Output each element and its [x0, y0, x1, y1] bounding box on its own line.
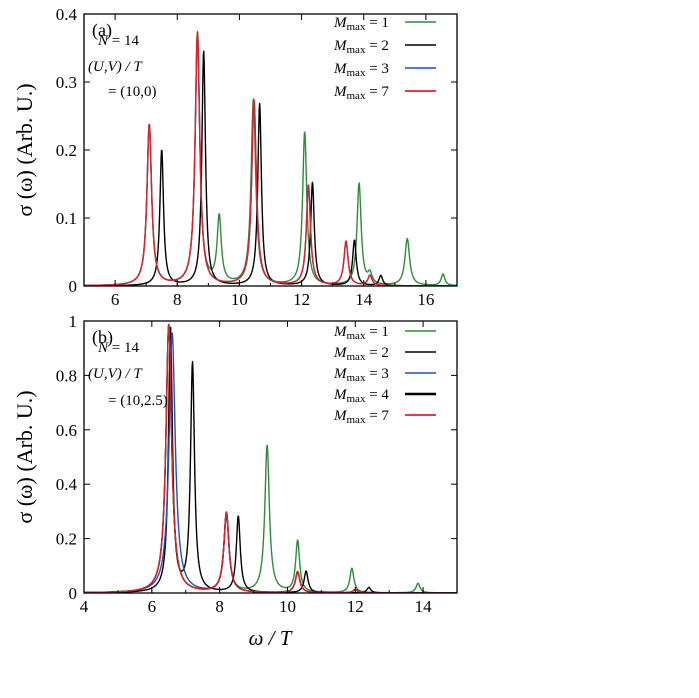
y-tick-label: 0 [69, 277, 78, 296]
x-tick-label: 10 [279, 597, 296, 616]
y-tick-label: 0.2 [56, 141, 77, 160]
series-line-mmax-7 [84, 323, 457, 593]
annotation-params: (U,V) / T [88, 366, 143, 382]
legend-label: Mmax = 3 [333, 366, 389, 384]
legend-label: Mmax = 2 [333, 38, 389, 56]
y-tick-label: 0.4 [56, 5, 78, 24]
annotation-size: N = 14 [97, 340, 139, 356]
x-axis-label: ω / T [249, 626, 293, 650]
x-tick-label: 8 [173, 290, 182, 309]
x-tick-label: 16 [417, 290, 434, 309]
legend-label: Mmax = 2 [333, 345, 389, 363]
x-tick-label: 12 [347, 597, 364, 616]
legend-label: Mmax = 1 [333, 324, 389, 342]
annotation-params: (U,V) / T [88, 59, 143, 75]
plot-frame [83, 320, 458, 594]
panel-label: (b) [92, 327, 113, 348]
y-axis-label: σ (ω) (Arb. U.) [12, 390, 37, 523]
x-tick-label: 12 [293, 290, 310, 309]
y-tick-label: 0 [69, 584, 78, 603]
x-tick-label: 14 [415, 597, 433, 616]
panel-b: 4 6 8 10 12 14 0 0.2 0.4 0.6 0.8 1 σ (ω) (Arb. U.) (b… [12, 312, 458, 616]
legend-label: Mmax = 3 [333, 61, 389, 79]
legend: Mmax = 1 Mmax = 2 Mmax = 3 Mmax = 7 [333, 15, 436, 102]
x-tick-label: 14 [355, 290, 373, 309]
legend-label: Mmax = 7 [333, 408, 389, 426]
x-tick-label: 4 [80, 597, 89, 616]
y-tick-label: 0.8 [56, 366, 77, 385]
y-tick-label: 0.1 [56, 209, 77, 228]
annotation-size: N = 14 [97, 33, 139, 49]
panel-label: (a) [92, 20, 112, 41]
legend-label: Mmax = 4 [333, 387, 389, 405]
plot-frame [83, 13, 458, 287]
x-tick-label: 6 [148, 597, 157, 616]
y-tick-label: 0.3 [56, 73, 77, 92]
annotation-values: = (10,0) [108, 84, 156, 100]
annotation-values: = (10,2.5) [108, 393, 168, 409]
y-tick-label: 1 [69, 312, 78, 331]
legend-label: Mmax = 7 [333, 84, 389, 102]
y-axis-label: σ (ω) (Arb. U.) [12, 83, 37, 216]
legend-label: Mmax = 1 [333, 15, 389, 33]
x-tick-label: 6 [111, 290, 120, 309]
series-group [84, 323, 457, 593]
panel-a: 6 8 10 12 14 16 0 0.1 0.2 0.3 0.4 σ (ω) (Arb. U.) (a… [12, 5, 458, 309]
legend: Mmax = 1 Mmax = 2 Mmax = 3 Mmax = 4 Mmax = 7 [333, 324, 436, 426]
x-tick-label: 10 [231, 290, 248, 309]
y-tick-label: 0.2 [56, 530, 77, 549]
x-tick-label: 8 [215, 597, 224, 616]
y-tick-label: 0.6 [56, 421, 77, 440]
y-tick-label: 0.4 [56, 475, 78, 494]
